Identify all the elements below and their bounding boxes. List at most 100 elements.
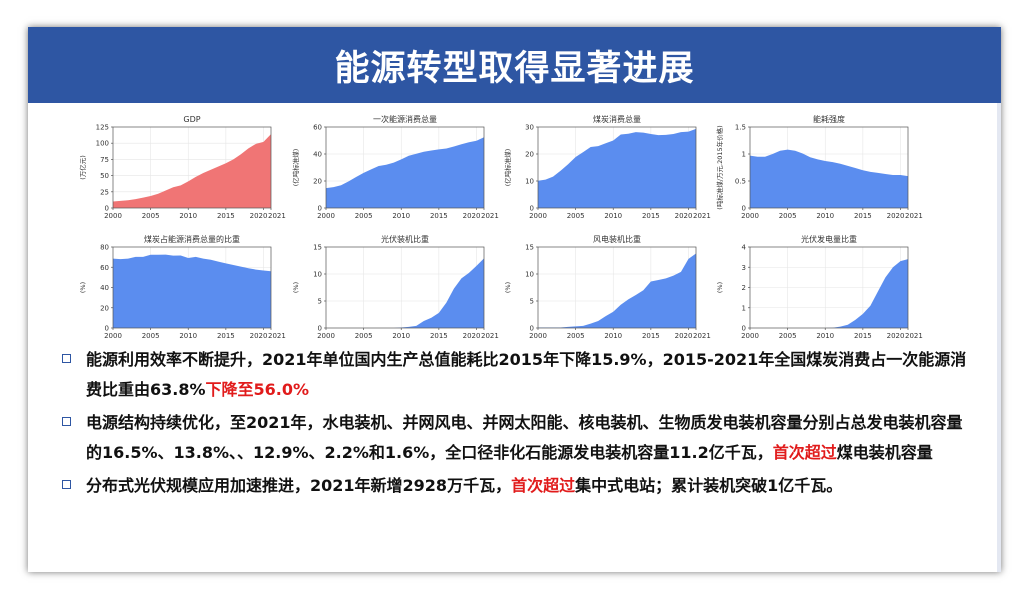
area-series <box>326 137 484 208</box>
y-tick-label: 10 <box>313 271 322 279</box>
x-tick-label: 2005 <box>355 212 373 220</box>
chart-title: 风电装机比重 <box>593 234 641 244</box>
x-tick-label: 2015 <box>217 332 235 340</box>
x-tick-label: 2015 <box>642 212 660 220</box>
x-tick-label: 2010 <box>392 332 410 340</box>
y-tick-label: 0 <box>318 325 322 333</box>
y-tick-label: 20 <box>525 151 534 159</box>
y-tick-label: 0 <box>742 205 746 213</box>
area-series <box>538 128 696 208</box>
bullet-text: 能源利用效率不断提升，2021年单位国内生产总值能耗比2015年下降15.9%，… <box>86 350 967 399</box>
y-tick-label: 50 <box>100 172 109 180</box>
slide-accent-strip <box>997 103 1001 572</box>
x-tick-label: 2010 <box>179 332 197 340</box>
x-tick-label: 2020 <box>463 212 481 220</box>
square-bullet-icon <box>62 354 71 363</box>
x-tick-label: 2005 <box>355 332 373 340</box>
x-tick-label: 2020 <box>463 332 481 340</box>
y-tick-label: 100 <box>96 140 109 148</box>
x-tick-label: 2021 <box>268 332 286 340</box>
area-series <box>113 134 271 208</box>
y-tick-label: 0 <box>742 325 746 333</box>
chart-title: 光伏发电量比重 <box>801 234 857 244</box>
chart-7: 风电装机比重 0 5 10 15 2000 2005 2010 2015 2020 2021 (%) <box>498 232 711 350</box>
y-tick-label: 75 <box>100 156 109 164</box>
bullet-text: 分布式光伏规模应用加速推进，2021年新增2928万千瓦， <box>86 476 512 495</box>
x-tick-label: 2015 <box>430 212 448 220</box>
x-tick-label: 2020 <box>250 212 268 220</box>
chart-svg: 煤炭占能源消费总量的比重 0 20 40 60 80 2000 2005 2010 2015 202… <box>79 234 286 340</box>
chart-5: 煤炭占能源消费总量的比重 0 20 40 60 80 2000 2005 2010 2015 202… <box>73 232 286 350</box>
chart-svg: 风电装机比重 0 5 10 15 2000 2005 2010 2015 2020 2021 (%) <box>504 234 711 340</box>
y-tick-label: 40 <box>100 284 109 292</box>
y-tick-label: 60 <box>313 124 322 132</box>
chart-title: 能耗强度 <box>813 114 845 124</box>
plot-frame <box>537 246 697 329</box>
x-tick-label: 2020 <box>675 212 693 220</box>
x-tick-label: 2015 <box>217 212 235 220</box>
chart-title: GDP <box>183 115 200 124</box>
y-tick-label: 1 <box>742 304 746 312</box>
x-tick-label: 2005 <box>779 212 797 220</box>
bullet-item: 能源利用效率不断提升，2021年单位国内生产总值能耗比2015年下降15.9%，… <box>62 345 972 405</box>
chart-svg: 一次能源消费总量 0 20 40 60 2000 2005 2010 2015 2020 2021 (… <box>291 114 499 220</box>
y-tick-label: 25 <box>100 188 109 196</box>
x-tick-label: 2021 <box>268 212 286 220</box>
x-tick-label: 2015 <box>854 212 872 220</box>
bullet-list: 能源利用效率不断提升，2021年单位国内生产总值能耗比2015年下降15.9%，… <box>62 345 972 504</box>
x-tick-label: 2010 <box>179 212 197 220</box>
x-tick-label: 2020 <box>675 332 693 340</box>
x-tick-label: 2020 <box>887 212 905 220</box>
x-tick-label: 2005 <box>567 212 585 220</box>
y-tick-label: 125 <box>96 124 109 132</box>
y-tick-label: 0.5 <box>735 178 746 186</box>
x-tick-label: 2021 <box>905 212 923 220</box>
chart-svg: GDP 0 25 50 75 100 125 2000 2005 2010 2015 2020 2021… <box>78 115 286 220</box>
area-series <box>326 258 484 328</box>
x-tick-label: 2000 <box>529 332 547 340</box>
page-title: 能源转型取得显著进展 <box>334 48 695 89</box>
chart-1: GDP 0 25 50 75 100 125 2000 2005 2010 2015 2020 2021… <box>73 112 286 230</box>
x-tick-label: 2021 <box>481 332 499 340</box>
x-tick-label: 2005 <box>567 332 585 340</box>
x-tick-label: 2005 <box>142 332 160 340</box>
y-tick-label: 1.5 <box>735 124 746 132</box>
y-tick-label: 10 <box>525 178 534 186</box>
area-series <box>750 259 908 328</box>
y-axis-label: (亿吨标准煤) <box>291 149 300 187</box>
x-tick-label: 2015 <box>854 332 872 340</box>
y-tick-label: 15 <box>313 244 322 252</box>
bullet-highlight: 首次超过 <box>511 476 576 495</box>
y-tick-label: 5 <box>318 298 322 306</box>
y-tick-label: 20 <box>313 178 322 186</box>
y-tick-label: 2 <box>742 284 746 292</box>
x-tick-label: 2000 <box>529 212 547 220</box>
square-bullet-icon <box>62 417 71 426</box>
bullet-text: 集中式电站；累计装机突破1亿千瓦。 <box>575 476 843 495</box>
chart-svg: 煤炭消费总量 0 10 20 30 2000 2005 2010 2015 2020 2021 (亿吨… <box>503 114 711 220</box>
y-tick-label: 4 <box>742 244 747 252</box>
x-tick-label: 2010 <box>604 332 622 340</box>
chart-title: 光伏装机比重 <box>381 234 429 244</box>
x-tick-label: 2000 <box>317 212 335 220</box>
x-tick-label: 2005 <box>779 332 797 340</box>
bullet-text: 电源结构持续优化，至2021年，水电装机、并网风电、并网太阳能、核电装机、生物质… <box>86 413 963 462</box>
x-tick-label: 2000 <box>741 332 759 340</box>
y-tick-label: 10 <box>525 271 534 279</box>
y-axis-label: (%) <box>716 282 724 293</box>
chart-2: 一次能源消费总量 0 20 40 60 2000 2005 2010 2015 2020 2021 (… <box>286 112 499 230</box>
x-tick-label: 2005 <box>142 212 160 220</box>
y-tick-label: 0 <box>318 205 322 213</box>
plot-frame <box>325 246 485 329</box>
y-tick-label: 20 <box>100 304 109 312</box>
plot-frame <box>112 126 272 209</box>
plot-frame <box>749 126 909 209</box>
x-tick-label: 2010 <box>392 212 410 220</box>
x-tick-label: 2010 <box>816 332 834 340</box>
y-tick-label: 60 <box>100 264 109 272</box>
y-axis-label: (万亿元) <box>78 155 87 180</box>
chart-title: 一次能源消费总量 <box>373 114 437 124</box>
area-series <box>538 253 696 328</box>
area-series <box>113 254 271 328</box>
y-tick-label: 80 <box>100 244 109 252</box>
